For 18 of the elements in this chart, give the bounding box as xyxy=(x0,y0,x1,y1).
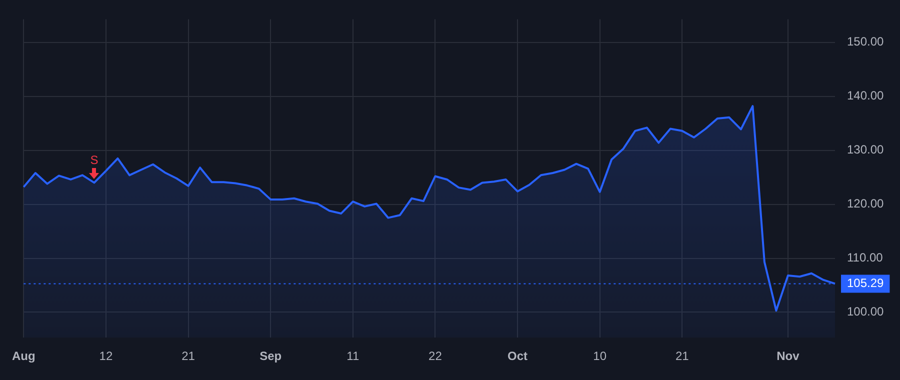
x-tick-label: 11 xyxy=(346,349,360,364)
x-tick-label: Oct xyxy=(508,349,528,364)
x-tick-label: 21 xyxy=(675,349,690,364)
y-tick-label: 120.00 xyxy=(847,196,884,211)
ref-line-label: 105.29 xyxy=(847,276,884,290)
y-tick-label: 130.00 xyxy=(847,142,884,157)
y-tick-label: 140.00 xyxy=(847,88,884,103)
x-tick-label: 22 xyxy=(428,349,442,364)
x-tick-label: 12 xyxy=(99,349,113,364)
y-tick-label: 100.00 xyxy=(847,304,884,319)
y-tick-label: 150.00 xyxy=(847,34,884,49)
annotation: S xyxy=(90,153,98,168)
x-tick-label: Nov xyxy=(776,349,800,364)
x-tick-label: 10 xyxy=(593,349,607,364)
x-tick-label: Aug xyxy=(12,349,36,364)
x-tick-label: 21 xyxy=(182,349,196,364)
y-tick-label: 110.00 xyxy=(847,250,884,265)
x-tick-label: Sep xyxy=(260,349,282,364)
